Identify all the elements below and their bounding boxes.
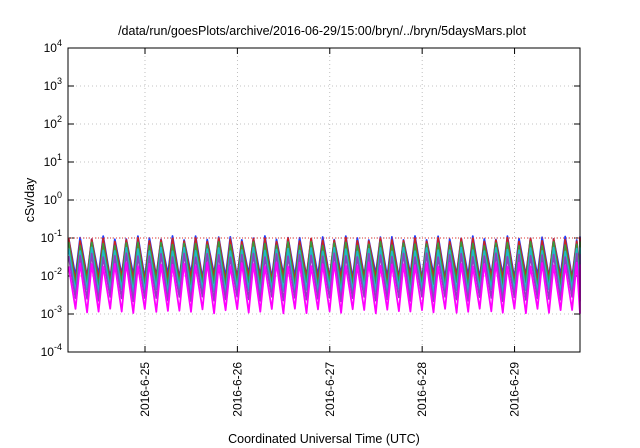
series-line [67,261,581,315]
y-axis-label: cSv/day [23,177,37,222]
y-tick-label: 102 [44,114,62,131]
x-tick-labels: 2016-6-25 2016-6-26 2016-6-27 2016-6-28 2016… [138,362,522,417]
y-tick-label: 100 [44,190,62,207]
y-tick-labels: 10-4 10-3 10-2 10-1 100 101 102 103 104 [41,38,62,359]
y-tick-label: 103 [44,76,62,93]
y-tick-label: 10-2 [41,266,62,283]
x-tick-label: 2016-6-27 [323,362,337,417]
y-tick-label: 101 [44,152,62,169]
x-tick-label: 2016-6-25 [138,362,152,417]
x-axis-label: Coordinated Universal Time (UTC) [228,432,420,446]
y-tick-label: 10-1 [41,228,62,245]
x-tick-label: 2016-6-26 [230,362,244,417]
y-tick-label: 104 [44,38,62,55]
series-line [67,252,581,303]
y-tick-label: 10-3 [41,304,62,321]
y-tick-label: 10-4 [41,342,62,359]
x-tick-label: 2016-6-28 [415,362,429,417]
series-group [67,235,581,315]
chart-title: /data/run/goesPlots/archive/2016-06-29/1… [118,24,526,38]
plot-frame [67,47,581,353]
x-tick-label: 2016-6-29 [508,362,522,417]
